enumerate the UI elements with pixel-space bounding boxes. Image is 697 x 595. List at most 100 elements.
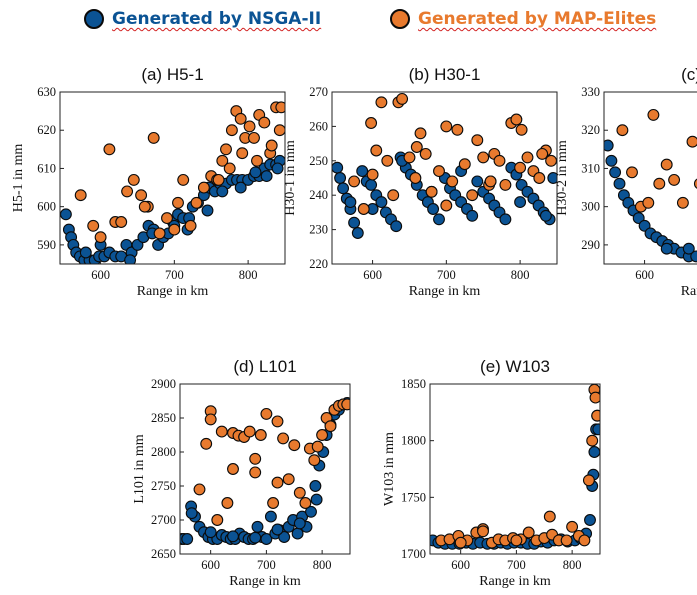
x-tick-label: 600: [201, 558, 220, 572]
data-point-map-elites: [543, 510, 556, 523]
data-point-map-elites: [193, 483, 206, 496]
data-point-nsga: [60, 208, 72, 221]
data-point-map-elites: [273, 124, 285, 137]
y-tick-label: 1750: [401, 490, 426, 504]
x-axis-label: Range in km: [681, 284, 697, 299]
y-axis-label: H30-2 in mm: [555, 140, 570, 216]
data-point-map-elites: [647, 108, 660, 121]
y-tick-label: 250: [309, 154, 328, 168]
data-point-map-elites: [451, 123, 464, 136]
data-point-map-elites: [234, 112, 247, 125]
data-point-nsga: [185, 507, 198, 520]
data-point-map-elites: [454, 536, 467, 549]
data-point-map-elites: [589, 391, 600, 404]
y-tick-label: 600: [37, 200, 56, 214]
points-group: [332, 92, 557, 239]
y-tick-label: 2700: [151, 513, 176, 527]
y-axis-label: W103 in mm: [382, 432, 397, 506]
data-point-nsga: [293, 517, 306, 530]
data-point-nsga: [365, 178, 378, 191]
y-tick-label: 310: [581, 161, 600, 175]
data-point-map-elites: [275, 101, 285, 114]
data-point-nsga: [427, 203, 440, 215]
chart-title: (e) W103: [480, 357, 550, 376]
data-point-nsga: [609, 166, 622, 179]
data-point-map-elites: [493, 154, 506, 167]
data-point-map-elites: [458, 158, 471, 171]
data-point-map-elites: [147, 131, 160, 144]
data-point-map-elites: [215, 425, 228, 438]
y-tick-label: 2750: [151, 479, 176, 493]
data-point-nsga: [390, 220, 403, 233]
y-tick-label: 590: [37, 238, 56, 252]
data-point-map-elites: [135, 189, 148, 202]
y-tick-label: 2900: [151, 377, 176, 391]
data-point-map-elites: [172, 196, 184, 209]
legend-marker-nsga: [84, 9, 104, 29]
data-point-map-elites: [366, 168, 379, 181]
chart-panel-4: (e) W103 600 700 800 1700 1750 1800 1850 Range i…: [382, 357, 601, 589]
data-point-nsga: [356, 165, 369, 178]
y-tick-label: 320: [581, 123, 600, 137]
chart-title: (c) H30-2: [681, 65, 697, 84]
data-point-map-elites: [223, 162, 236, 175]
data-point-map-elites: [265, 139, 278, 152]
data-point-nsga: [251, 520, 264, 533]
data-point-map-elites: [440, 199, 453, 212]
data-point-map-elites: [121, 185, 134, 198]
x-tick-label: 700: [257, 558, 276, 572]
x-tick-label: 600: [451, 558, 470, 572]
legend-label-map-elites: Generated by MAP-Elites: [418, 9, 657, 29]
axes-frame: [59, 91, 286, 265]
data-point-map-elites: [521, 151, 534, 164]
data-point-map-elites: [293, 486, 306, 499]
data-point-nsga: [344, 196, 357, 209]
y-axis-label: H30-1 in mm: [283, 140, 298, 216]
data-point-map-elites: [299, 497, 312, 509]
x-axis-label: Range in km: [479, 574, 551, 589]
data-point-nsga: [249, 531, 262, 544]
data-point-map-elites: [254, 429, 267, 441]
data-point-nsga: [305, 505, 317, 518]
data-point-nsga: [375, 196, 388, 209]
data-point-map-elites: [477, 151, 490, 164]
data-point-map-elites: [578, 534, 591, 547]
chart-title: (a) H5-1: [141, 65, 203, 84]
data-point-map-elites: [282, 473, 295, 486]
data-point-map-elites: [693, 178, 697, 189]
x-tick-label: 600: [91, 268, 110, 282]
y-axis-label: L101 in mm: [132, 434, 147, 503]
data-point-map-elites: [94, 231, 107, 244]
x-tick-label: 800: [511, 268, 530, 282]
data-point-nsga: [124, 254, 137, 264]
data-point-nsga: [216, 185, 229, 198]
axes-frame: [179, 383, 351, 555]
data-point-nsga: [227, 530, 239, 543]
data-point-nsga: [264, 510, 277, 523]
data-point-map-elites: [471, 134, 484, 147]
y-tick-label: 300: [581, 200, 600, 214]
data-point-map-elites: [653, 177, 666, 190]
data-point-map-elites: [248, 131, 260, 144]
data-point-nsga: [547, 172, 557, 184]
data-point-map-elites: [220, 143, 232, 156]
data-point-nsga: [234, 181, 247, 194]
data-point-map-elites: [267, 497, 280, 509]
chart-panel-0: (a) H5-1 600 700 800 590 600 610 620 630 Range in…: [11, 65, 286, 299]
data-point-map-elites: [177, 173, 190, 186]
data-point-nsga: [278, 531, 291, 543]
y-tick-label: 620: [37, 123, 56, 137]
data-point-nsga: [337, 182, 350, 195]
data-point-map-elites: [204, 413, 217, 426]
data-point-map-elites: [225, 124, 238, 137]
y-tick-label: 610: [37, 161, 56, 175]
x-axis-label: Range in km: [409, 284, 481, 299]
data-point-map-elites: [103, 143, 116, 156]
y-tick-label: 1700: [401, 547, 426, 561]
data-point-nsga: [204, 526, 217, 539]
data-point-map-elites: [370, 144, 383, 157]
data-point-nsga: [271, 523, 284, 536]
data-point-map-elites: [200, 437, 213, 450]
data-point-nsga: [682, 242, 695, 255]
